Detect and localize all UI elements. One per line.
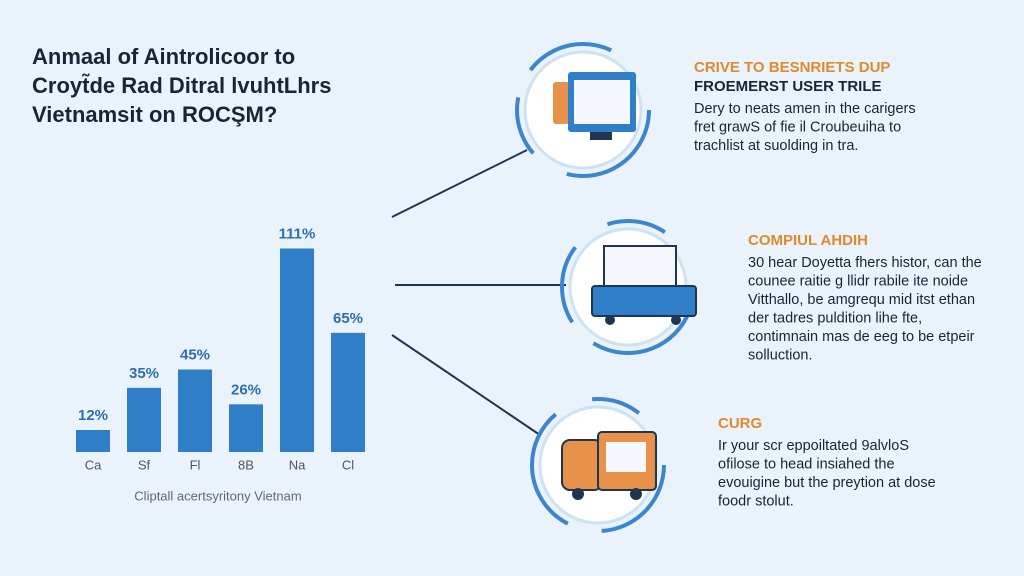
value-label: 26% xyxy=(231,381,261,398)
callout-text: counee raitie g llidr rabile ite noide xyxy=(748,273,968,289)
callout-text: solluction. xyxy=(748,347,812,363)
connector xyxy=(391,149,528,218)
callout-text: Dery to neats amen in the carigers xyxy=(694,101,916,117)
chart-title: Vietnamsit on ROCŞM? xyxy=(32,102,277,127)
callout-title: COMPIUL AHDIH xyxy=(748,232,868,249)
connector xyxy=(391,334,541,436)
callout-text: Vitthallo, be amgrequ mid itst ethan xyxy=(748,292,975,308)
bar xyxy=(178,369,212,452)
x-tick-label: 8B xyxy=(238,457,254,472)
callout-text: fret grawS of fie il Croubeuiha to xyxy=(694,119,901,135)
icon-circle xyxy=(515,42,651,178)
chart-title: Anmaal of Aintrolicoor to xyxy=(32,44,295,69)
x-tick-label: Sf xyxy=(138,457,151,472)
bar xyxy=(229,404,263,452)
value-label: 111% xyxy=(279,225,316,242)
icon-circle xyxy=(530,397,666,533)
callout-text: der tadres puldition lihe fte, xyxy=(748,310,922,326)
bar xyxy=(280,248,314,452)
x-tick-label: Fl xyxy=(190,457,201,472)
value-label: 35% xyxy=(129,365,159,382)
callout-subtitle: FROEMERST USER TRILE xyxy=(694,78,882,95)
bar xyxy=(76,430,110,452)
caption: Cliptall acertsyritony Vietnam xyxy=(134,488,301,503)
chart-title: Croyt̃de Rad Ditral lvuhtLhrs xyxy=(32,73,331,98)
icon-circle xyxy=(560,219,697,355)
bar xyxy=(127,387,161,452)
callout-text: contimnain mas de eeg to be etpeir xyxy=(748,329,975,345)
callout-title: CRIVE TO BESNRIETS DUP xyxy=(694,59,890,76)
callout-text: Ir your scr eppoiltated 9alvloS xyxy=(718,438,909,454)
x-tick-label: Cl xyxy=(342,457,354,472)
x-tick-label: Na xyxy=(289,457,306,472)
callout-text: trachlist at suolding in tra. xyxy=(694,138,858,154)
callout-text: foodr stolut. xyxy=(718,493,794,509)
value-label: 12% xyxy=(78,407,108,424)
callout-text: ofilose to head insiahed the xyxy=(718,456,895,472)
x-tick-label: Ca xyxy=(85,457,102,472)
callout-title: CURG xyxy=(718,415,762,432)
callout-text: evouigine but the preytion at dose xyxy=(718,475,936,491)
value-label: 45% xyxy=(180,346,210,363)
bar xyxy=(331,332,365,452)
value-label: 65% xyxy=(333,310,363,327)
callout-text: 30 hear Doyetta fhers histor, can the xyxy=(748,255,982,271)
